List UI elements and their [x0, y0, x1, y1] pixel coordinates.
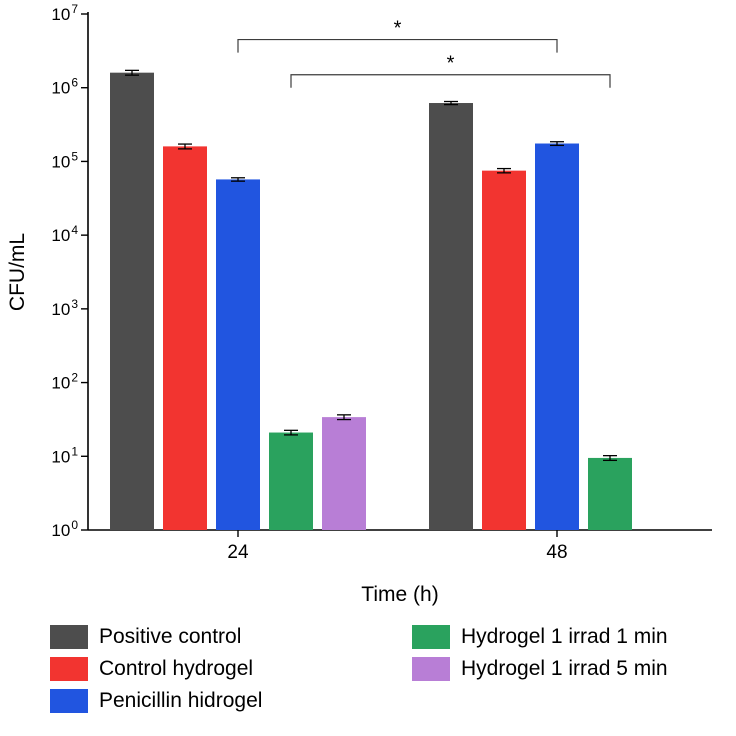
legend-label: Hydrogel 1 irrad 1 min	[461, 625, 668, 648]
legend-label: Hydrogel 1 irrad 5 min	[461, 657, 668, 680]
legend-swatch	[50, 657, 88, 681]
legend-item: Penicillin hidrogel	[50, 689, 412, 713]
bar	[269, 432, 313, 530]
x-axis-title: Time (h)	[361, 583, 438, 606]
bar	[322, 417, 366, 530]
legend-item: Hydrogel 1 irrad 1 min	[412, 625, 668, 649]
bar	[163, 146, 207, 530]
significance-bracket	[237, 38, 558, 53]
y-tick-label: 107	[51, 2, 78, 24]
significance-star: *	[447, 53, 455, 75]
legend-swatch	[412, 657, 450, 681]
plot-area: 100 101 102 103 104 105 106 107 24 48 * *	[51, 2, 712, 563]
y-tick-label: 104	[51, 223, 78, 245]
legend-label: Positive control	[99, 625, 242, 648]
legend-swatch	[50, 625, 88, 649]
y-tick-label: 106	[51, 76, 78, 98]
y-tick-label: 102	[51, 371, 78, 393]
legend-label: Control hydrogel	[99, 657, 254, 680]
bar	[482, 170, 526, 530]
significance-star: *	[394, 18, 402, 40]
legend-column: Hydrogel 1 irrad 1 min Hydrogel 1 irrad 5…	[412, 625, 668, 713]
x-tick-label: 24	[227, 542, 249, 563]
legend-item: Hydrogel 1 irrad 5 min	[412, 657, 668, 681]
bar	[588, 457, 632, 530]
bar	[110, 72, 154, 530]
legend-swatch	[412, 625, 450, 649]
chart-figure: 100 101 102 103 104 105 106 107 24 48 * * CFU/mL Ti…	[0, 2, 736, 713]
legend: Positive control Control hydrogel Penicill…	[0, 625, 736, 713]
legend-item: Positive control	[50, 625, 412, 649]
y-tick-label: 105	[51, 149, 78, 171]
bar	[535, 143, 579, 531]
x-tick-label: 48	[546, 542, 567, 563]
y-tick-label: 101	[51, 444, 78, 466]
legend-column: Positive control Control hydrogel Penicill…	[50, 625, 412, 713]
y-tick-label: 103	[51, 297, 78, 319]
chart-svg: 100 101 102 103 104 105 106 107 24 48 * * CFU/mL Ti…	[6, 2, 712, 606]
legend-swatch	[50, 689, 88, 713]
bar	[216, 179, 260, 531]
legend-label: Penicillin hidrogel	[99, 689, 263, 712]
significance-bracket	[290, 74, 611, 88]
legend-item: Control hydrogel	[50, 657, 412, 681]
y-axis-title: CFU/mL	[6, 233, 29, 311]
y-tick-label: 100	[51, 518, 78, 540]
bar	[429, 103, 473, 531]
